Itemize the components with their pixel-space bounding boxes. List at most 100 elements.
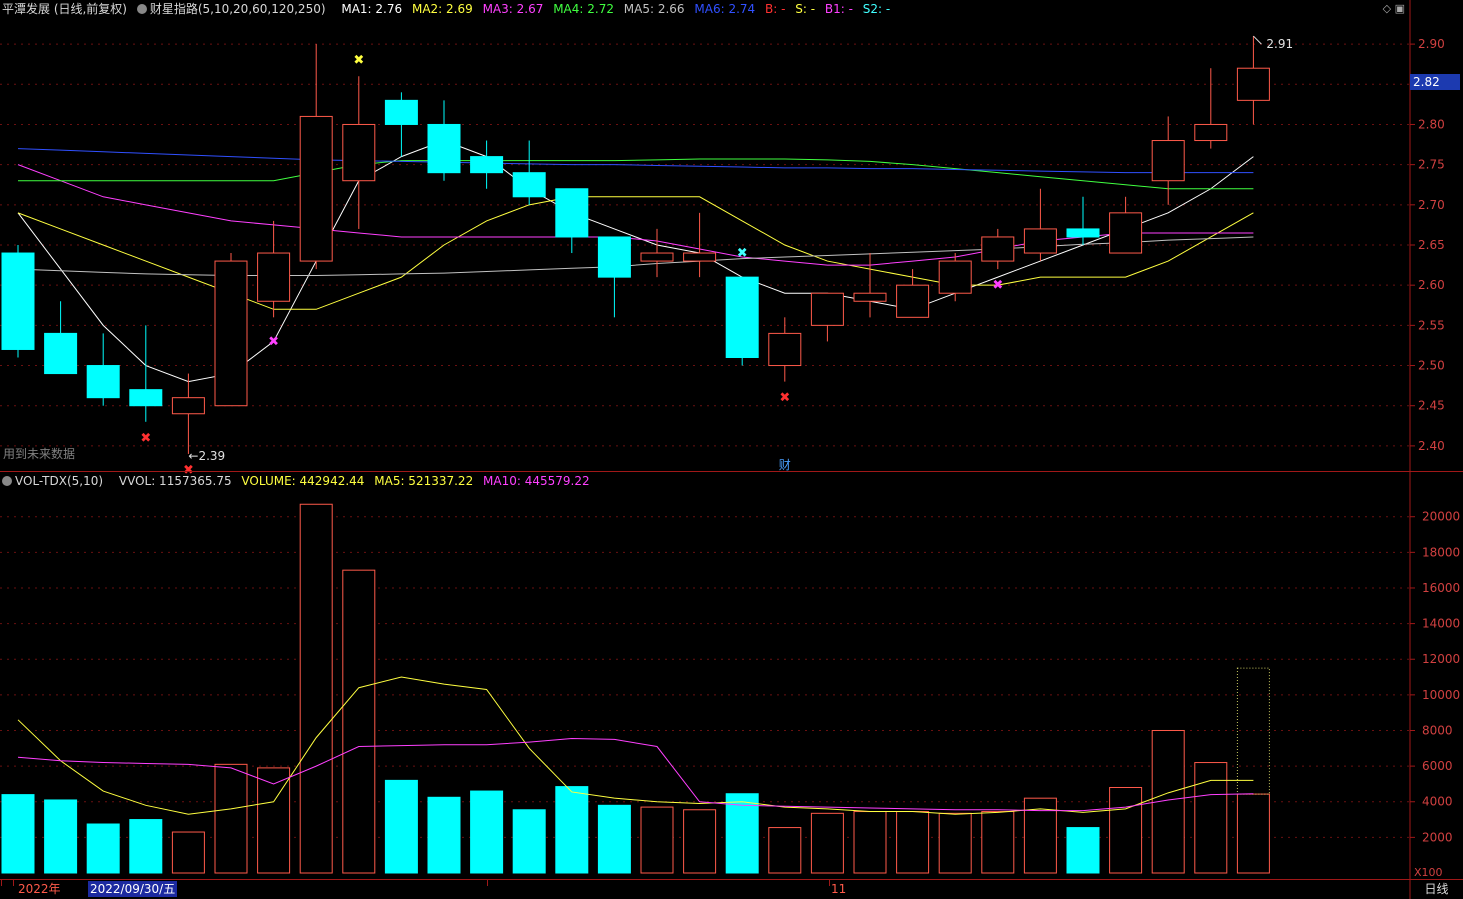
- signal-x-icon: ✖: [737, 246, 748, 261]
- price-tick-label: 2.80: [1418, 117, 1445, 131]
- volume-bar-up: [981, 811, 1015, 874]
- timeframe-tab[interactable]: 日线: [1424, 882, 1449, 896]
- ma5-line: [17, 236, 1254, 277]
- diamond-icon[interactable]: ◇: [1382, 2, 1392, 15]
- price-tick-label: 2.55: [1418, 318, 1445, 332]
- candle-up: [299, 115, 333, 262]
- candle-down: [512, 172, 546, 198]
- vol-indicator-name[interactable]: VOL-TDX(5,10): [2, 474, 109, 488]
- signal-x-icon: ✖: [183, 463, 194, 478]
- indicator-name[interactable]: 财星指路(5,10,20,60,120,250): [136, 2, 332, 16]
- ma2-line: [17, 196, 1254, 310]
- candle-up: [768, 332, 802, 367]
- volume-bar-down: [44, 799, 78, 874]
- main-ma-lines: [17, 140, 1254, 383]
- maximize-icon[interactable]: ▣: [1394, 2, 1405, 15]
- settings-circle-icon[interactable]: [136, 3, 147, 14]
- candle-up: [342, 123, 376, 182]
- candle-down: [597, 236, 631, 278]
- signal-x-icon: ✖: [779, 391, 790, 406]
- volume-bar-up: [853, 811, 887, 874]
- volume-bar-down: [86, 823, 120, 874]
- ma4-readout: MA4: 2.72: [553, 2, 614, 16]
- volume-ma5-line: [17, 676, 1254, 815]
- volume-bar-down: [427, 796, 461, 874]
- current-price-tag: 2.82: [1410, 74, 1460, 90]
- s2-readout: S2: -: [862, 2, 891, 16]
- price-tick-label: 2.50: [1418, 359, 1445, 373]
- high-price-label: 2.91: [1266, 37, 1293, 51]
- volume-bar-up: [214, 763, 248, 874]
- volume-tick-label: 12000: [1422, 652, 1460, 666]
- signal-x-icon: ✖: [140, 431, 151, 446]
- volume-bar-down: [555, 786, 589, 874]
- candle-up: [640, 252, 674, 262]
- volume-tick-label: 18000: [1422, 545, 1460, 559]
- volume-bar-up: [683, 809, 717, 874]
- volume-bar-up: [938, 812, 972, 874]
- volume-tick-label: 8000: [1422, 723, 1453, 737]
- candle-up: [214, 260, 248, 407]
- candle-down: [129, 389, 163, 407]
- candle-down: [427, 123, 461, 174]
- volume-bars: [1, 503, 1270, 874]
- volume-bar-down: [725, 793, 759, 874]
- volume-tick-label: 2000: [1422, 830, 1453, 844]
- candle-up: [1023, 228, 1057, 254]
- candle-up: [981, 236, 1015, 262]
- ma6-readout: MA6: 2.74: [694, 2, 756, 16]
- volume-bar-up: [640, 806, 674, 874]
- future-data-note: 用到未来数据: [3, 447, 76, 461]
- s-readout: S: -: [795, 2, 816, 16]
- ma3-readout: MA3: 2.67: [482, 2, 544, 16]
- ma1-line: [17, 140, 1254, 383]
- volume-bar-up: [1236, 793, 1270, 874]
- candle-down: [1066, 228, 1100, 238]
- year-label: 2022年: [18, 882, 61, 896]
- vol-settings-circle-icon[interactable]: [2, 475, 12, 486]
- volume-bar-up: [768, 827, 802, 874]
- ma1-readout: MA1: 2.76: [341, 2, 403, 16]
- symbol-title[interactable]: 平潭发展 (日线,前复权): [2, 2, 127, 16]
- price-axis: 2.402.452.502.552.602.652.702.752.802.85…: [1410, 37, 1445, 453]
- candles: [1, 36, 1270, 454]
- candle-up: [896, 284, 930, 318]
- candle-up: [1236, 67, 1270, 101]
- b-readout: B: -: [765, 2, 786, 16]
- candle-up: [1109, 212, 1143, 254]
- volume-readout: VOLUME: 442942.44: [241, 474, 365, 488]
- price-annotations: 2.91 ←2.39 财: [188, 35, 1293, 472]
- b1-readout: B1: -: [824, 2, 853, 16]
- volume-bar-up: [1194, 762, 1228, 874]
- ma6-line: [17, 148, 1254, 174]
- vol-ma10-readout: MA10: 445579.22: [483, 474, 590, 488]
- candle-up: [810, 292, 844, 326]
- cai-marker: 财: [779, 458, 791, 472]
- volume-bar-down: [384, 779, 418, 874]
- volume-tick-label: 4000: [1422, 795, 1453, 809]
- volume-ma-lines: [17, 676, 1254, 815]
- candle-down: [1, 252, 35, 350]
- ma2-readout: MA2: 2.69: [411, 2, 473, 16]
- high-pointer: [1253, 35, 1262, 45]
- candle-down: [555, 188, 589, 238]
- signal-x-icon: ✖: [268, 334, 279, 349]
- candle-up: [853, 292, 887, 302]
- volume-tick-label: 10000: [1422, 688, 1460, 702]
- volume-tick-label: 6000: [1422, 759, 1453, 773]
- volume-unit-label: X100: [1414, 866, 1443, 879]
- main-header: 平潭发展 (日线,前复权) 财星指路(5,10,20,60,120,250) M…: [2, 1, 896, 17]
- volume-bar-down: [470, 790, 504, 874]
- low-price-label: ←2.39: [188, 449, 225, 463]
- candle-up: [938, 260, 972, 294]
- volume-bar-projected: [1236, 667, 1270, 795]
- volume-bar-up: [896, 811, 930, 874]
- candle-down: [725, 276, 759, 358]
- vvol-readout: VVOL: 1157365.75: [118, 474, 232, 488]
- signal-markers: ✖ ✖ ✖ ✖ ✖ ✖ ✖: [140, 53, 1003, 478]
- volume-bar-down: [1066, 827, 1100, 874]
- volume-bar-down: [512, 809, 546, 874]
- candle-up: [257, 252, 291, 302]
